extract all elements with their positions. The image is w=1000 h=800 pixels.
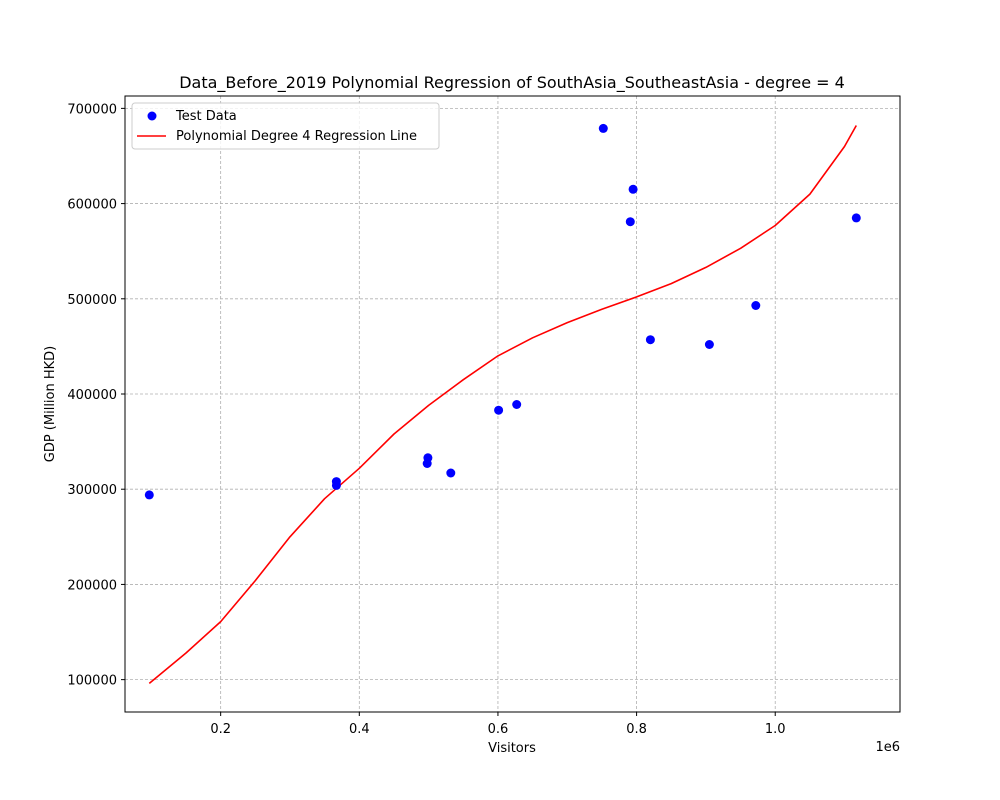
x-tick-label: 0.2 <box>210 722 231 737</box>
y-tick-label: 500000 <box>67 293 117 308</box>
legend-box <box>131 102 440 150</box>
test-data-point <box>625 217 635 227</box>
test-data-point <box>144 490 154 500</box>
y-tick-label: 200000 <box>67 578 117 593</box>
legend: Test Data Polynomial Degree 4 Regression… <box>131 102 440 150</box>
x-tick-label: 0.6 <box>488 722 509 737</box>
y-tick-label: 100000 <box>67 674 117 689</box>
chart-title: Data_Before_2019 Polynomial Regression o… <box>179 73 845 93</box>
legend-label-test-data: Test Data <box>175 109 237 124</box>
test-data-points <box>144 123 861 500</box>
regression-line <box>148 125 857 685</box>
test-data-point <box>512 400 522 409</box>
x-axis-offset-label: 1e6 <box>875 740 900 755</box>
x-axis-label: Visitors <box>488 741 536 756</box>
grid-lines <box>125 96 900 712</box>
y-tick-label: 400000 <box>67 388 117 403</box>
x-tick-label: 0.8 <box>626 722 647 737</box>
test-data-point <box>422 459 432 468</box>
y-tick-label: 600000 <box>67 198 117 213</box>
regression-line-layer <box>148 125 857 685</box>
test-data-point <box>628 184 638 194</box>
x-axis-ticks: 0.2 0.4 0.6 0.8 1.0 <box>210 712 786 737</box>
y-axis-label: GDP (Million HKD) <box>43 346 58 463</box>
plot-frame <box>124 95 901 713</box>
test-data-point <box>851 213 861 223</box>
legend-marker-test-data <box>147 111 157 121</box>
legend-label-regression-line: Polynomial Degree 4 Regression Line <box>176 129 417 144</box>
test-data-point <box>751 301 761 310</box>
test-data-point <box>331 480 341 490</box>
test-data-point <box>494 405 504 415</box>
y-tick-label: 300000 <box>67 483 117 498</box>
y-tick-label: 700000 <box>67 102 117 117</box>
test-data-point <box>598 123 608 133</box>
x-tick-label: 0.4 <box>349 722 370 737</box>
x-tick-label: 1.0 <box>765 722 786 737</box>
test-data-point <box>446 468 456 478</box>
test-data-point <box>645 335 655 345</box>
test-data-point <box>704 340 714 349</box>
y-axis-ticks: 100000 200000 300000 400000 500000 600000 7000… <box>67 102 125 689</box>
